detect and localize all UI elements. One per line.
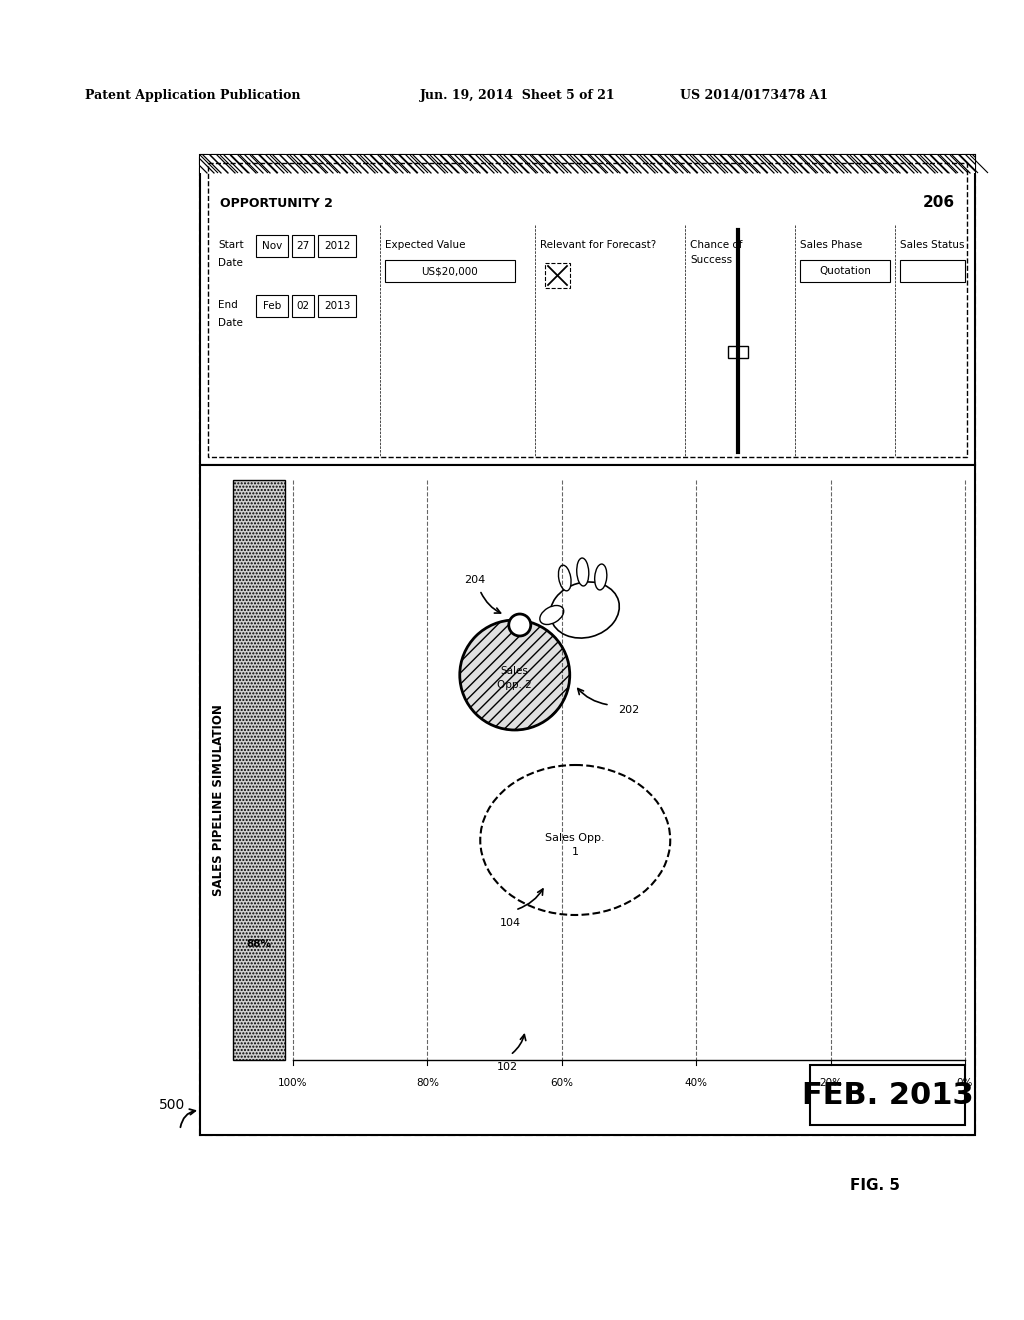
Text: Jun. 19, 2014  Sheet 5 of 21: Jun. 19, 2014 Sheet 5 of 21: [420, 88, 615, 102]
Text: 0%: 0%: [956, 1078, 973, 1088]
Text: 88%: 88%: [247, 939, 271, 949]
Text: End: End: [218, 300, 238, 310]
Text: Feb: Feb: [263, 301, 282, 312]
Text: 40%: 40%: [685, 1078, 708, 1088]
Text: Expected Value: Expected Value: [385, 240, 466, 249]
Bar: [800, 260, 890, 282]
Ellipse shape: [558, 565, 571, 591]
Bar: [318, 294, 356, 317]
Text: Date: Date: [218, 257, 243, 268]
Text: Sales
Opp. 2: Sales Opp. 2: [498, 667, 532, 689]
Circle shape: [460, 620, 569, 730]
Bar: [318, 235, 356, 257]
Text: 100%: 100%: [279, 1078, 308, 1088]
Text: Chance of: Chance of: [690, 240, 742, 249]
Ellipse shape: [550, 582, 620, 638]
Text: 27: 27: [296, 242, 309, 251]
Ellipse shape: [595, 564, 607, 590]
Bar: [545, 263, 570, 288]
Text: 102: 102: [497, 1063, 518, 1072]
Text: Sales Phase: Sales Phase: [800, 240, 862, 249]
Text: 202: 202: [617, 705, 639, 715]
Text: 60%: 60%: [550, 1078, 573, 1088]
Ellipse shape: [480, 766, 671, 915]
Bar: [200, 154, 975, 465]
Text: Quotation: Quotation: [819, 267, 871, 276]
Text: 204: 204: [464, 576, 485, 585]
Text: 80%: 80%: [416, 1078, 439, 1088]
Text: 2013: 2013: [324, 301, 350, 312]
Bar: [233, 480, 285, 1060]
Text: FEB. 2013: FEB. 2013: [802, 1081, 974, 1110]
Text: FIG. 5: FIG. 5: [850, 1177, 900, 1192]
Text: Nov: Nov: [262, 242, 283, 251]
Text: 02: 02: [296, 301, 309, 312]
Bar: [385, 260, 515, 282]
Text: 20%: 20%: [819, 1078, 842, 1088]
Text: 104: 104: [500, 917, 521, 928]
Bar: [200, 154, 975, 1135]
Bar: [292, 294, 314, 317]
Text: OPPORTUNITY 2: OPPORTUNITY 2: [220, 197, 333, 210]
Bar: [810, 1065, 965, 1125]
Text: Date: Date: [218, 318, 243, 327]
Text: SALES PIPELINE SIMULATION: SALES PIPELINE SIMULATION: [212, 704, 224, 896]
Text: US 2014/0173478 A1: US 2014/0173478 A1: [680, 88, 828, 102]
Ellipse shape: [577, 558, 589, 586]
Text: Patent Application Publication: Patent Application Publication: [85, 88, 300, 102]
Circle shape: [509, 614, 530, 636]
Bar: [208, 162, 967, 457]
Bar: [292, 235, 314, 257]
Text: Sales Opp.
1: Sales Opp. 1: [546, 833, 605, 857]
Ellipse shape: [540, 606, 563, 624]
Bar: [256, 235, 288, 257]
Text: Relevant for Forecast?: Relevant for Forecast?: [540, 240, 656, 249]
Text: US$20,000: US$20,000: [422, 267, 478, 276]
Text: Success: Success: [690, 255, 732, 265]
Bar: [900, 260, 965, 282]
Bar: [256, 294, 288, 317]
Text: 206: 206: [923, 195, 955, 210]
Text: Start: Start: [218, 240, 244, 249]
Bar: [200, 465, 975, 1135]
Text: Sales Status: Sales Status: [900, 240, 965, 249]
Text: 2012: 2012: [324, 242, 350, 251]
Text: 500: 500: [159, 1098, 185, 1111]
Bar: [200, 154, 975, 173]
Bar: [728, 346, 748, 358]
